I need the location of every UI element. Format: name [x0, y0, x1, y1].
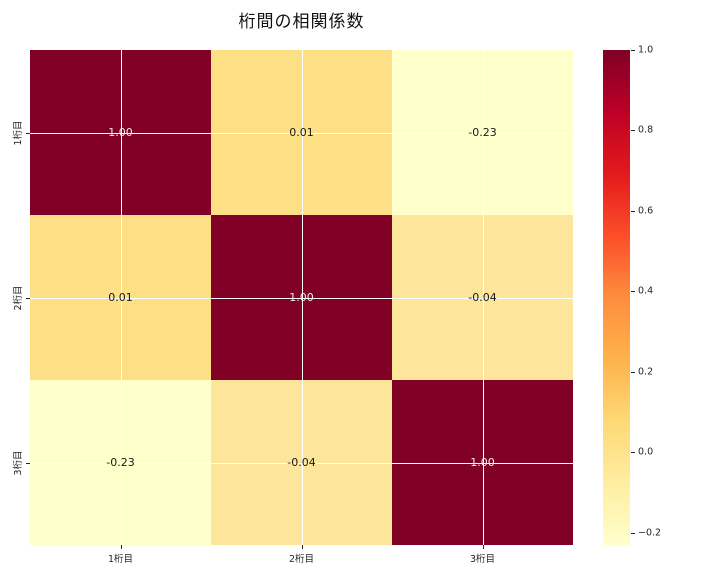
- x-axis-label-3: 3桁目: [469, 554, 496, 565]
- colorbar-tick-label: 0.2: [638, 366, 654, 378]
- cell-value-label: 0.01: [289, 126, 314, 139]
- heatmap-cell-r3-c2: -0.04: [211, 380, 392, 545]
- gridline-horizontal: [30, 462, 573, 464]
- colorbar-tick-label: 0.6: [638, 205, 654, 217]
- cell-value-label: -0.04: [287, 456, 316, 469]
- cell-value-label: 1.00: [108, 126, 133, 139]
- colorbar-tick-mark: [631, 291, 635, 293]
- heatmap-cell-r1-c1: 1.00: [30, 50, 211, 215]
- colorbar: [603, 50, 630, 545]
- heatmap-cell-r3-c3: 1.00: [392, 380, 573, 545]
- heatmap-cell-r2-c3: -0.04: [392, 215, 573, 380]
- y-axis-label-1: 1桁目: [13, 119, 24, 146]
- x-axis-tick-mark: [120, 545, 122, 549]
- y-axis-label-3: 3桁目: [13, 449, 24, 476]
- gridline-vertical: [482, 50, 484, 545]
- heatmap-cell-r2-c2: 1.00: [211, 215, 392, 380]
- colorbar-tick-label: 0.4: [638, 285, 654, 297]
- colorbar-tick-label: 0.0: [638, 446, 654, 458]
- colorbar-tick-mark: [631, 210, 635, 212]
- heatmap-cell-r3-c1: -0.23: [30, 380, 211, 545]
- x-axis-label-1: 1桁目: [107, 554, 134, 565]
- colorbar-tick-mark: [631, 50, 635, 51]
- colorbar-tick-label: 0.8: [638, 124, 654, 136]
- heatmap-grid: 1.00 0.01 -0.23 0.01 1.00 -0.04 -0.23 -0.04 1.00: [30, 50, 573, 545]
- heatmap-cell-r2-c1: 0.01: [30, 215, 211, 380]
- y-axis-tick-mark: [26, 132, 30, 134]
- chart-title: 桁間の相関係数: [238, 12, 365, 32]
- gridline-horizontal: [30, 297, 573, 299]
- colorbar-tick-mark: [631, 452, 635, 454]
- cell-value-label: 1.00: [470, 456, 495, 469]
- colorbar-tick-mark: [631, 532, 635, 534]
- cell-value-label: -0.04: [468, 291, 497, 304]
- x-axis-tick-mark: [482, 545, 484, 549]
- y-axis-tick-mark: [26, 462, 30, 464]
- colorbar-tick-label: 1.0: [638, 44, 654, 56]
- cell-value-label: -0.23: [106, 456, 135, 469]
- y-axis-tick-mark: [26, 297, 30, 299]
- colorbar-tick-mark: [631, 130, 635, 132]
- heatmap-cell-r1-c2: 0.01: [211, 50, 392, 215]
- cell-value-label: 0.01: [108, 291, 133, 304]
- colorbar-tick-mark: [631, 371, 635, 373]
- x-axis-tick-mark: [301, 545, 303, 549]
- y-axis-label-2: 2桁目: [13, 284, 24, 311]
- heatmap-cell-r1-c3: -0.23: [392, 50, 573, 215]
- cell-value-label: -0.23: [468, 126, 497, 139]
- colorbar-tick-label: −0.2: [638, 527, 662, 539]
- x-axis-label-2: 2桁目: [288, 554, 315, 565]
- cell-value-label: 1.00: [289, 291, 314, 304]
